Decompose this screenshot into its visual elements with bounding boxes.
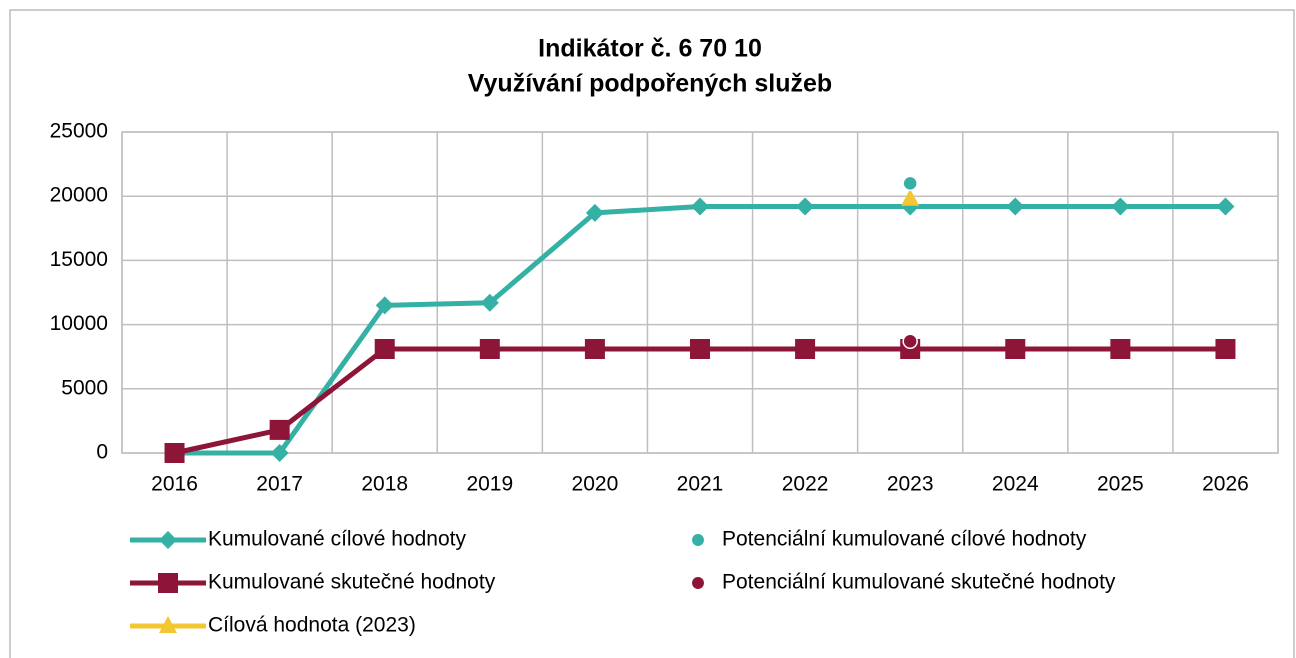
marker-diamond bbox=[1216, 197, 1235, 216]
chart-title: Indikátor č. 6 70 10 bbox=[538, 35, 762, 63]
marker-triangle bbox=[901, 188, 920, 206]
y-tick-label: 0 bbox=[96, 441, 108, 464]
legend-marker bbox=[692, 534, 704, 546]
marker-square bbox=[164, 443, 185, 463]
marker-circle bbox=[902, 175, 918, 192]
marker-diamond bbox=[796, 197, 815, 216]
marker-diamond bbox=[375, 296, 394, 315]
marker-square bbox=[1110, 338, 1131, 359]
x-tick-label: 2025 bbox=[1097, 473, 1144, 496]
marker-square bbox=[690, 338, 710, 359]
x-tick-label: 2019 bbox=[466, 473, 513, 496]
marker-square bbox=[584, 338, 605, 359]
legend-marker bbox=[159, 531, 177, 549]
legend-marker bbox=[158, 573, 178, 593]
legend-marker bbox=[692, 577, 704, 589]
x-tick-label: 2023 bbox=[887, 473, 934, 496]
x-tick-label: 2018 bbox=[361, 473, 408, 496]
x-tick-label: 2021 bbox=[677, 473, 724, 496]
legend-label: Kumulované skutečné hodnoty bbox=[208, 571, 496, 594]
marker-diamond bbox=[1111, 197, 1130, 216]
y-tick-label: 20000 bbox=[50, 184, 108, 207]
marker-circle bbox=[902, 333, 918, 350]
marker-square bbox=[269, 419, 290, 440]
y-tick-label: 5000 bbox=[61, 376, 108, 399]
marker-diamond bbox=[585, 203, 604, 222]
marker-square bbox=[1215, 338, 1236, 359]
chart-subtitle: Využívání podpořených služeb bbox=[468, 70, 832, 98]
marker-square bbox=[374, 338, 395, 359]
marker-diamond bbox=[270, 444, 289, 462]
y-tick-label: 10000 bbox=[50, 312, 108, 335]
x-tick-label: 2024 bbox=[992, 473, 1039, 496]
marker-square bbox=[479, 338, 500, 359]
legend-label: Potenciální kumulované skutečné hodnoty bbox=[722, 571, 1116, 594]
marker-diamond bbox=[480, 293, 499, 312]
x-tick-label: 2022 bbox=[782, 473, 829, 496]
chart-border bbox=[9, 9, 1295, 658]
marker-square bbox=[795, 338, 816, 359]
y-tick-label: 25000 bbox=[50, 120, 108, 143]
x-tick-label: 2017 bbox=[256, 473, 303, 496]
legend-label: Potenciální kumulované cílové hodnoty bbox=[722, 528, 1087, 551]
x-tick-label: 2020 bbox=[572, 473, 619, 496]
x-tick-label: 2026 bbox=[1202, 473, 1249, 496]
x-tick-label: 2016 bbox=[151, 473, 198, 496]
legend-label: Cílová hodnota (2023) bbox=[208, 614, 416, 637]
plot-area-border bbox=[121, 131, 1279, 454]
marker-diamond bbox=[1006, 197, 1025, 216]
y-tick-label: 15000 bbox=[50, 248, 108, 271]
marker-diamond bbox=[691, 197, 709, 216]
legend-marker bbox=[159, 616, 177, 633]
legend-label: Kumulované cílové hodnoty bbox=[208, 528, 466, 551]
marker-square bbox=[1005, 338, 1026, 359]
